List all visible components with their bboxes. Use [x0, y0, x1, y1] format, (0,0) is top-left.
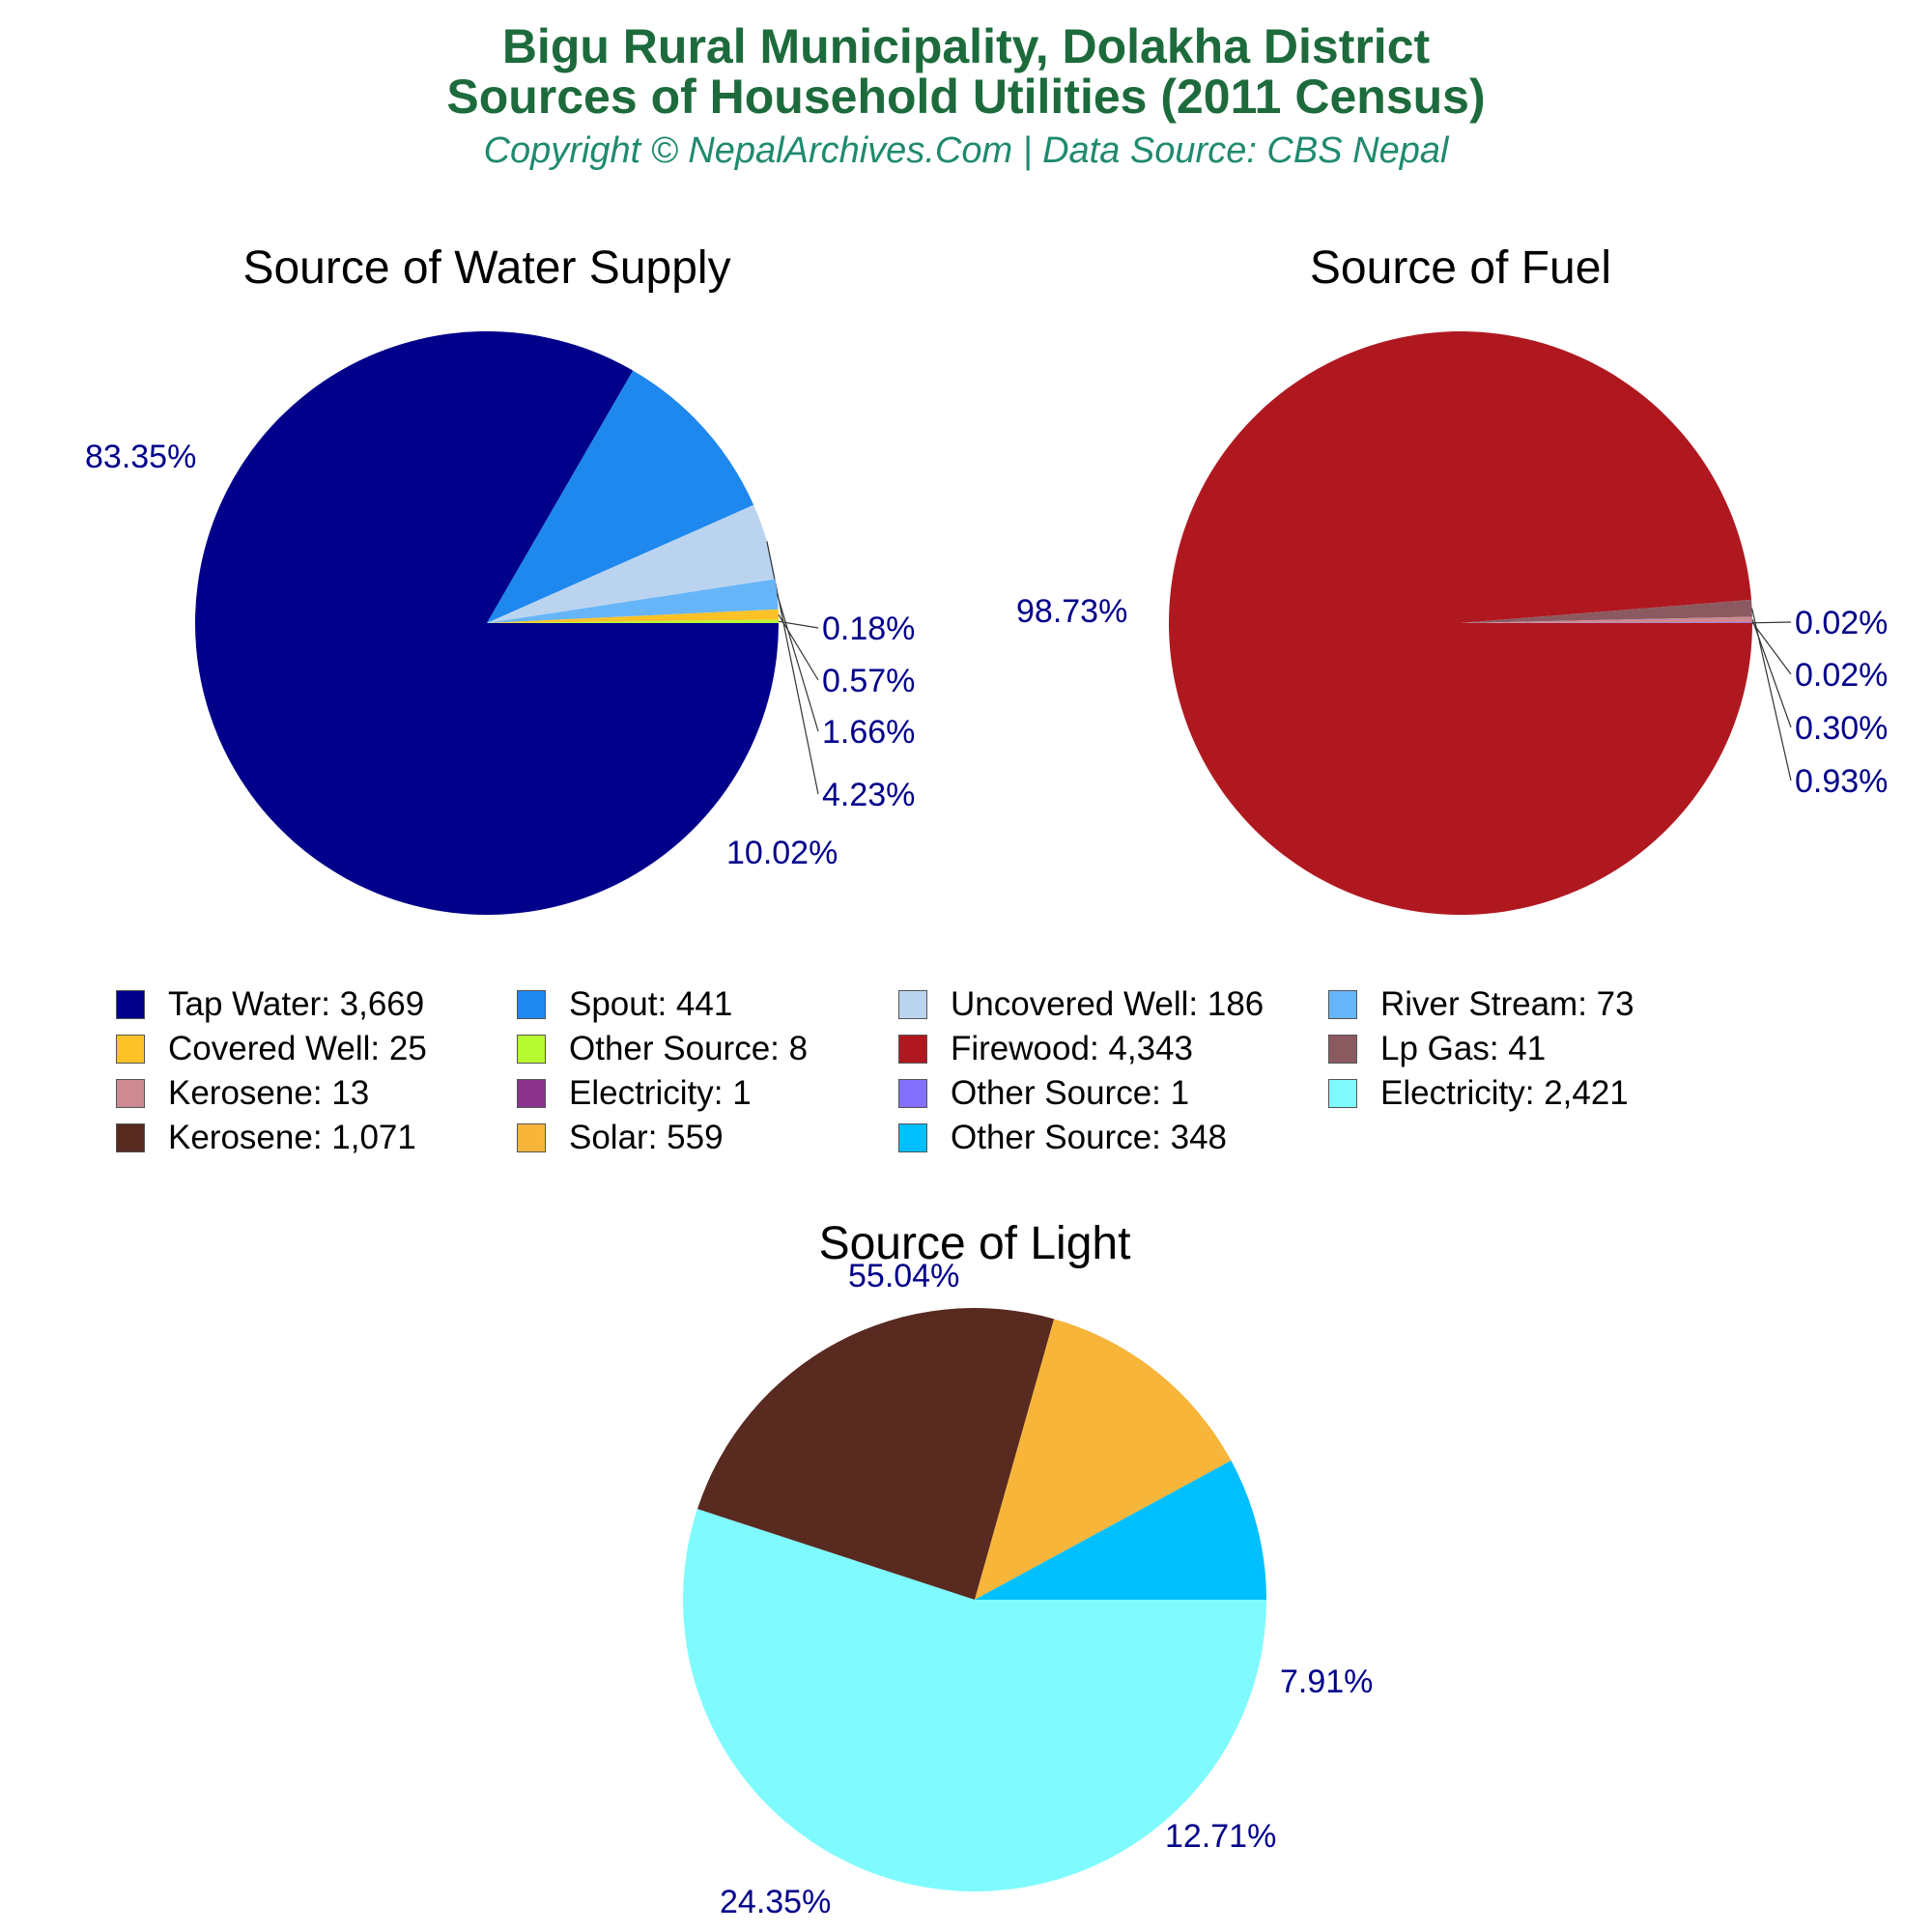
leader-line: [1751, 621, 1792, 624]
legend-swatch: [898, 1035, 927, 1064]
leader-line: [1751, 622, 1792, 675]
legend-label: River Stream: 73: [1380, 985, 1634, 1023]
legend-item: Other Source: 348: [898, 1119, 1328, 1157]
legend-label: Kerosene: 13: [168, 1074, 370, 1112]
pie-slice-electricity: [683, 1509, 1266, 1892]
legend-swatch: [116, 1035, 145, 1064]
legend: Tap Water: 3,669 Spout: 441 Uncovered Well…: [116, 985, 1874, 1157]
percent-label: 10.02%: [726, 835, 838, 871]
legend-item: Kerosene: 13: [116, 1074, 517, 1113]
pie-slice-lp-gas: [1461, 599, 1752, 623]
main-title-line1: Bigu Rural Municipality, Dolakha Distric…: [501, 19, 1431, 73]
legend-item: Covered Well: 25: [116, 1030, 517, 1068]
legend-label: Uncovered Well: 186: [951, 985, 1264, 1023]
leader-line: [1751, 619, 1792, 728]
legend-item: Lp Gas: 41: [1328, 1030, 1811, 1068]
percent-label: 83.35%: [85, 439, 196, 475]
pie-slice-other-source: [975, 1460, 1266, 1600]
legend-item: Other Source: 8: [517, 1030, 898, 1068]
pie-slice-solar: [975, 1319, 1232, 1600]
percent-label: 0.57%: [822, 663, 915, 699]
legend-label: Lp Gas: 41: [1380, 1030, 1547, 1067]
pie-chart-source-of-fuel: Source of Fuel 98.73% 0.93% 0.30% 0.02% 0.02%: [1016, 242, 1888, 916]
percent-label: 1.66%: [822, 714, 915, 751]
legend-item: Tap Water: 3,669: [116, 985, 517, 1024]
legend-label: Electricity: 2,421: [1380, 1074, 1629, 1112]
percent-label: 4.23%: [822, 777, 915, 813]
legend-label: Tap Water: 3,669: [168, 985, 425, 1023]
legend-label: Other Source: 8: [569, 1030, 809, 1067]
percent-label: 12.71%: [1165, 1818, 1276, 1855]
pie-slice-spout: [487, 370, 754, 623]
legend-label: Spout: 441: [569, 985, 733, 1023]
legend-item: Uncovered Well: 186: [898, 985, 1328, 1024]
pie-chart-source-of-water-supply: Source of Water Supply 83.35% 10.02% 4.23% 1…: [85, 242, 915, 915]
pie-slice-kerosene: [696, 1307, 1055, 1600]
legend-swatch: [116, 1079, 145, 1108]
legend-label: Other Source: 1: [951, 1074, 1190, 1112]
legend-swatch: [898, 1123, 927, 1152]
legend-swatch: [116, 990, 145, 1019]
legend-item: Firewood: 4,343: [898, 1030, 1328, 1068]
percent-label: 0.02%: [1795, 605, 1888, 641]
legend-swatch: [1328, 1079, 1357, 1108]
legend-swatch: [898, 1079, 927, 1108]
main-title-line2: Sources of Household Utilities (2011 Cen…: [446, 70, 1486, 124]
pie-slice-kerosene: [1461, 616, 1752, 623]
leader-line: [776, 593, 819, 732]
percent-label: 0.30%: [1795, 710, 1888, 747]
legend-item: Electricity: 1: [517, 1074, 898, 1113]
pie-slice-river-stream: [487, 579, 779, 623]
legend-label: Solar: 559: [569, 1119, 724, 1156]
legend-swatch: [517, 990, 546, 1019]
copyright-subtitle: Copyright © NepalArchives.Com | Data Sou…: [483, 130, 1449, 171]
legend-item: Electricity: 2,421: [1328, 1074, 1811, 1113]
legend-swatch: [1328, 990, 1357, 1019]
percent-label: 55.04%: [848, 1258, 959, 1294]
legend-label: Other Source: 348: [951, 1119, 1227, 1156]
chart-title: Source of Water Supply: [242, 242, 730, 294]
legend-swatch: [517, 1079, 546, 1108]
legend-label: Firewood: 4,343: [951, 1030, 1193, 1067]
percent-label: 7.91%: [1280, 1663, 1373, 1700]
legend-item: Solar: 559: [517, 1119, 898, 1157]
pie-slice-uncovered-well: [487, 504, 776, 623]
legend-swatch: [116, 1123, 145, 1152]
percent-label: 98.73%: [1016, 593, 1127, 630]
legend-item: Kerosene: 1,071: [116, 1119, 517, 1157]
legend-label: Covered Well: 25: [168, 1030, 427, 1067]
legend-item: River Stream: 73: [1328, 985, 1811, 1024]
chart-title: Source of Light: [819, 1218, 1131, 1269]
pie-slice-covered-well: [487, 609, 779, 623]
pie-slice-electricity: [1461, 622, 1752, 623]
legend-swatch: [898, 990, 927, 1019]
percent-label: 0.02%: [1795, 657, 1888, 694]
pie-slice-other-source: [487, 619, 779, 623]
legend-item: Other Source: 1: [898, 1074, 1328, 1113]
pie-slice-tap-water: [195, 330, 780, 915]
chart-title: Source of Fuel: [1310, 242, 1611, 294]
leader-line: [778, 613, 819, 681]
legend-label: Kerosene: 1,071: [168, 1119, 416, 1156]
percent-label: 0.93%: [1795, 763, 1888, 800]
legend-swatch: [517, 1035, 546, 1064]
leader-line: [778, 620, 819, 629]
percent-label: 0.18%: [822, 611, 915, 647]
legend-swatch: [1328, 1035, 1357, 1064]
legend-label: Electricity: 1: [569, 1074, 752, 1112]
percent-label: 24.35%: [720, 1884, 831, 1920]
legend-item: Spout: 441: [517, 985, 898, 1024]
pie-slice-firewood: [1169, 331, 1752, 916]
legend-swatch: [517, 1123, 546, 1152]
